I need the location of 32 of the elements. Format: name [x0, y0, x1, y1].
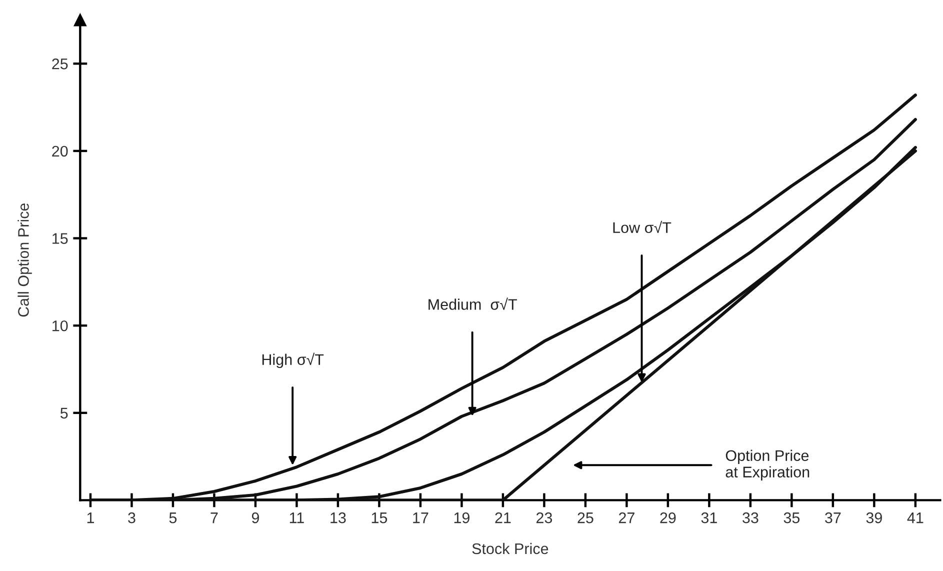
x-tick-label: 33 [742, 512, 758, 524]
x-tick-label: 9 [252, 512, 259, 524]
x-tick-label: 23 [536, 512, 552, 524]
x-tick-label: 21 [495, 512, 511, 524]
x-tick-label: 19 [454, 512, 470, 524]
y-tick-label: 25 [52, 58, 68, 70]
x-tick-label: 37 [825, 512, 841, 524]
annotation: Low σ√T [613, 220, 672, 234]
x-tick-label: 5 [169, 512, 177, 524]
x-tick-label: 31 [701, 512, 717, 524]
x-tick-label: 27 [618, 512, 634, 524]
y-tick-label: 15 [52, 233, 68, 244]
annotation: Medium σ√T [428, 298, 517, 310]
y-tick-label: 10 [52, 320, 68, 332]
y-axis-title: Call Option Price [18, 203, 32, 317]
x-tick-label: 15 [372, 512, 388, 524]
x-tick-label: 25 [578, 512, 594, 524]
annotation: High σ√T [262, 352, 324, 368]
x-tick-label: 29 [660, 512, 676, 524]
x-tick-label: 13 [330, 512, 346, 524]
y-tick-label: 20 [52, 146, 68, 157]
x-tick-label: 35 [784, 512, 800, 524]
y-tick-label: 5 [60, 408, 68, 419]
x-tick-label: 3 [128, 512, 136, 524]
x-tick-label: 1 [87, 512, 94, 524]
annotation: Option Price at Expiration [726, 450, 810, 480]
x-tick-label: 39 [866, 512, 882, 524]
x-tick-label: 11 [290, 512, 304, 524]
x-tick-label: 7 [210, 512, 218, 524]
x-tick-label: 17 [413, 512, 428, 524]
x-tick-label: 41 [907, 512, 924, 524]
x-axis-title: Stock Price [472, 542, 548, 554]
